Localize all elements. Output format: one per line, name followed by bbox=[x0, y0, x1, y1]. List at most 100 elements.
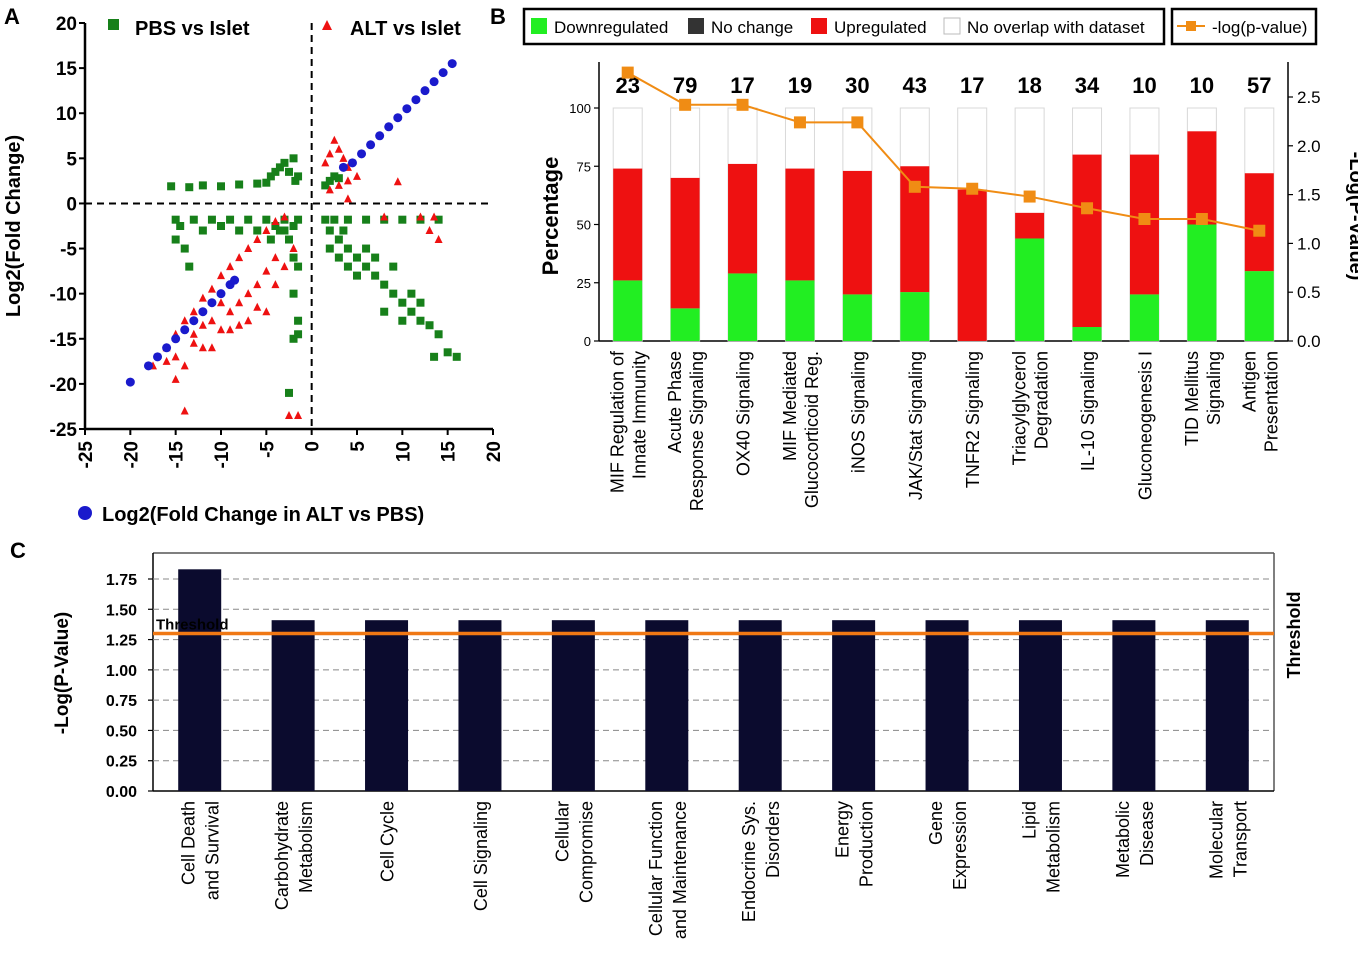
scatter-point-0-15 bbox=[294, 215, 303, 224]
scatter-point-0-75 bbox=[416, 298, 425, 307]
scatter-point-2-23 bbox=[438, 68, 448, 78]
scatter-point-0-4 bbox=[235, 180, 244, 189]
scatter-point-0-9 bbox=[275, 163, 284, 172]
scatter-point-1-2 bbox=[330, 135, 339, 144]
category-label-c: Compromise bbox=[576, 801, 596, 903]
pvalue-marker bbox=[851, 116, 864, 129]
scatter-point-1-36 bbox=[271, 253, 280, 262]
category-label-b: Signaling bbox=[1204, 351, 1224, 425]
y2-tick-label-b: 1.0 bbox=[1297, 234, 1321, 253]
scatter-point-1-10 bbox=[393, 177, 402, 186]
scatter-point-0-33 bbox=[289, 222, 298, 230]
pvalue-marker bbox=[1138, 213, 1151, 225]
bar-segment-up bbox=[1187, 131, 1217, 225]
scatter-point-0-39 bbox=[289, 334, 298, 343]
category-label-b: Degradation bbox=[1032, 351, 1052, 449]
scatter-point-2-7 bbox=[198, 307, 208, 317]
scatter-point-2-16 bbox=[375, 131, 385, 141]
scatter-point-0-47 bbox=[334, 174, 343, 183]
pvalue-marker bbox=[966, 182, 979, 195]
scatter-point-0-43 bbox=[266, 235, 275, 244]
legend-label-up: Upregulated bbox=[834, 18, 927, 37]
y-tick-label-a: 0 bbox=[66, 194, 77, 215]
scatter-point-1-42 bbox=[253, 302, 262, 311]
count-label: 34 bbox=[1075, 73, 1100, 98]
scatter-point-2-24 bbox=[447, 59, 457, 69]
bar-segment-down bbox=[1244, 271, 1274, 341]
scatter-point-1-15 bbox=[180, 316, 189, 325]
pvalue-marker bbox=[1253, 224, 1266, 237]
y-tick-label-c: 0.75 bbox=[106, 693, 137, 710]
bar-segment-down bbox=[1015, 238, 1045, 341]
y2-axis-title-b: -Log(P-Value) bbox=[1345, 152, 1358, 281]
pvalue-marker bbox=[908, 180, 921, 193]
scatter-point-0-28 bbox=[217, 222, 225, 230]
category-label-c: Production bbox=[857, 801, 877, 887]
scatter-point-0-79 bbox=[353, 271, 361, 280]
scatter-point-0-36 bbox=[294, 262, 303, 271]
bar-c bbox=[271, 620, 315, 791]
bar-c bbox=[925, 620, 969, 791]
legend-label-down: Downregulated bbox=[554, 18, 668, 37]
category-label-c: Carbohydrate bbox=[272, 801, 292, 910]
category-label-c: and Maintenance bbox=[670, 801, 690, 939]
legend-label-nochange: No change bbox=[711, 18, 793, 37]
y2-tick-label-b: 1.5 bbox=[1297, 186, 1321, 205]
pvalue-line bbox=[627, 71, 1260, 232]
scatter-point-0-78 bbox=[343, 262, 352, 271]
legend-marker-fc bbox=[78, 506, 92, 520]
panel-a-legend: PBS vs Islet ALT vs Islet Log2(Fold Chan… bbox=[78, 18, 461, 526]
scatter-point-0-34 bbox=[285, 235, 293, 244]
scatter-point-1-26 bbox=[280, 212, 289, 221]
y-tick-label-c: 0.25 bbox=[106, 754, 137, 771]
scatter-point-0-64 bbox=[398, 298, 407, 307]
x-tick-label-a: -10 bbox=[212, 441, 233, 468]
bar-c bbox=[1112, 620, 1156, 791]
scatter-point-1-41 bbox=[244, 316, 253, 325]
y2-tick-label-b: 2.0 bbox=[1297, 137, 1321, 156]
scatter-point-0-22 bbox=[171, 215, 180, 224]
bar-segment-up bbox=[728, 163, 758, 274]
count-label: 17 bbox=[730, 73, 754, 98]
scatter-point-0-18 bbox=[244, 215, 253, 224]
category-label-b: IL-10 Signaling bbox=[1078, 351, 1098, 471]
x-tick-label-a: 15 bbox=[439, 441, 460, 463]
scatter-point-2-1 bbox=[143, 361, 153, 371]
category-label-b: MIF Mediated bbox=[780, 351, 800, 461]
bar-c bbox=[832, 620, 876, 791]
category-label-c: Molecular bbox=[1206, 801, 1226, 879]
scatter-point-1-31 bbox=[226, 307, 235, 316]
y-tick-label-c: 1.50 bbox=[106, 602, 137, 619]
scatter-point-1-50 bbox=[235, 320, 244, 329]
scatter-point-2-17 bbox=[384, 122, 394, 132]
x-tick-label-a: -20 bbox=[121, 441, 142, 468]
scatter-point-1-29 bbox=[198, 343, 207, 352]
scatter-point-0-58 bbox=[343, 244, 352, 253]
category-label-c: Cell Cycle bbox=[378, 801, 398, 882]
scatter-point-0-55 bbox=[434, 215, 443, 224]
count-label: 30 bbox=[845, 73, 869, 98]
scatter-point-0-44 bbox=[321, 181, 330, 190]
legend-box-bars bbox=[522, 7, 1166, 46]
y-axis-title-c: -Log(P-Value) bbox=[52, 612, 73, 734]
bar-c bbox=[365, 620, 409, 791]
scatter-point-1-60 bbox=[380, 212, 389, 221]
bar-c bbox=[645, 620, 689, 791]
scatter-point-0-8 bbox=[271, 167, 280, 176]
bar-segment-down bbox=[670, 308, 700, 341]
y-tick-label-a: 15 bbox=[56, 59, 78, 80]
panel-label-a: A bbox=[4, 4, 20, 29]
scatter-point-0-50 bbox=[343, 215, 352, 224]
scatter-point-0-57 bbox=[334, 235, 343, 244]
category-label-c: Cell Death bbox=[179, 801, 199, 885]
scatter-point-0-7 bbox=[266, 172, 275, 181]
category-label-b: Triacylglycerol bbox=[1010, 351, 1030, 465]
category-label-c: Disorders bbox=[763, 801, 783, 878]
scatter-point-0-63 bbox=[389, 289, 398, 298]
category-label-b: Presentation bbox=[1261, 351, 1281, 452]
y-tick-label-a: 20 bbox=[56, 14, 77, 35]
scatter-point-1-17 bbox=[198, 293, 207, 302]
scatter-point-1-4 bbox=[339, 153, 348, 162]
y-tick-label-a: -20 bbox=[50, 375, 77, 396]
